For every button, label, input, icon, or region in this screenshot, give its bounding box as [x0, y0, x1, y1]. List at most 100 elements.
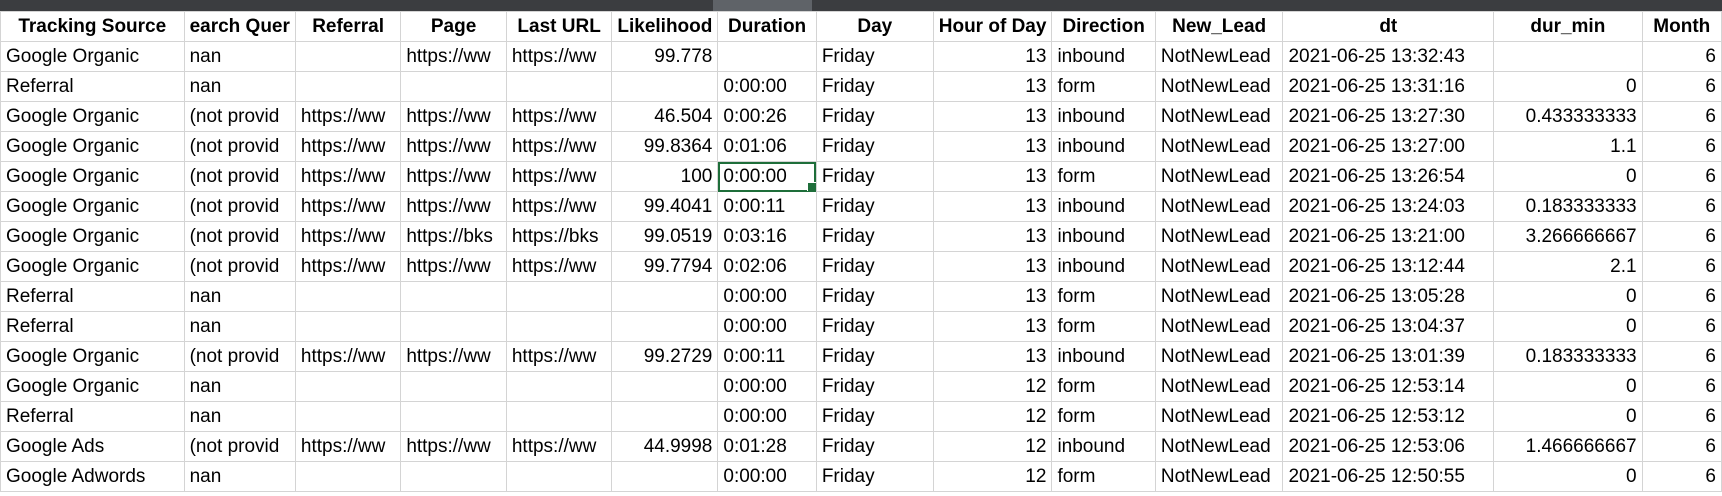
cell-dt[interactable]: 2021-06-25 12:53:14: [1282, 371, 1495, 402]
cell-direction[interactable]: form: [1051, 71, 1156, 102]
cell-dt[interactable]: 2021-06-25 13:32:43: [1282, 41, 1495, 72]
cell-page[interactable]: https://bks: [400, 221, 507, 252]
cell-duration[interactable]: 0:03:16: [717, 221, 817, 252]
cell-search-query[interactable]: nan: [183, 41, 296, 72]
cell-last-url[interactable]: https://ww: [505, 41, 613, 72]
cell-direction[interactable]: inbound: [1051, 251, 1156, 282]
cell-direction[interactable]: form: [1051, 461, 1156, 492]
cell-dt[interactable]: 2021-06-25 13:24:03: [1282, 191, 1495, 222]
cell-page[interactable]: [400, 371, 507, 402]
cell-likelihood[interactable]: 99.2729: [611, 341, 719, 372]
cell-likelihood[interactable]: 46.504: [611, 101, 719, 132]
cell-last-url[interactable]: [505, 71, 613, 102]
cell-new-lead[interactable]: NotNewLead: [1154, 41, 1284, 72]
cell-search-query[interactable]: nan: [183, 371, 296, 402]
cell-month[interactable]: 6: [1641, 41, 1722, 72]
cell-tracking-source[interactable]: Google Organic: [0, 41, 185, 72]
cell-hour-of-day[interactable]: 13: [932, 221, 1053, 252]
cell-search-query[interactable]: (not provid: [183, 341, 296, 372]
cell-dt[interactable]: 2021-06-25 12:53:06: [1282, 431, 1495, 462]
fill-handle[interactable]: [806, 182, 816, 191]
cell-referral[interactable]: [294, 401, 402, 432]
cell-duration[interactable]: 0:00:00: [717, 311, 817, 342]
cell-page[interactable]: [400, 281, 507, 312]
cell-day[interactable]: Friday: [815, 431, 934, 462]
cell-new-lead[interactable]: NotNewLead: [1154, 281, 1284, 312]
cell-dur-min[interactable]: 0: [1493, 401, 1643, 432]
cell-dur-min[interactable]: 0: [1493, 281, 1643, 312]
column-header-dt[interactable]: dt: [1282, 11, 1495, 42]
cell-tracking-source[interactable]: Google Organic: [0, 131, 185, 162]
cell-search-query[interactable]: nan: [183, 461, 296, 492]
cell-page[interactable]: https://ww: [400, 41, 507, 72]
cell-hour-of-day[interactable]: 12: [932, 401, 1053, 432]
cell-page[interactable]: [400, 461, 507, 492]
cell-duration[interactable]: 0:00:00: [717, 281, 817, 312]
cell-likelihood[interactable]: [611, 311, 719, 342]
cell-hour-of-day[interactable]: 13: [932, 131, 1053, 162]
cell-referral[interactable]: [294, 71, 402, 102]
cell-hour-of-day[interactable]: 12: [932, 371, 1053, 402]
cell-duration[interactable]: 0:00:11: [717, 191, 817, 222]
cell-last-url[interactable]: [505, 371, 613, 402]
cell-month[interactable]: 6: [1641, 311, 1722, 342]
cell-likelihood[interactable]: [611, 401, 719, 432]
cell-last-url[interactable]: https://ww: [505, 431, 613, 462]
cell-duration[interactable]: 0:00:00: [717, 461, 817, 492]
cell-referral[interactable]: https://ww: [294, 161, 402, 192]
cell-search-query[interactable]: (not provid: [183, 221, 296, 252]
cell-duration[interactable]: 0:00:00: [717, 371, 817, 402]
cell-new-lead[interactable]: NotNewLead: [1154, 251, 1284, 282]
cell-search-query[interactable]: nan: [183, 281, 296, 312]
cell-page[interactable]: https://ww: [400, 251, 507, 282]
cell-hour-of-day[interactable]: 13: [932, 101, 1053, 132]
cell-page[interactable]: https://ww: [400, 191, 507, 222]
cell-direction[interactable]: form: [1051, 371, 1156, 402]
column-header-page[interactable]: Page: [400, 11, 507, 42]
cell-tracking-source[interactable]: Google Organic: [0, 371, 185, 402]
cell-dur-min[interactable]: 1.1: [1493, 131, 1643, 162]
cell-last-url[interactable]: https://ww: [505, 101, 613, 132]
cell-month[interactable]: 6: [1641, 221, 1722, 252]
cell-likelihood[interactable]: 44.9998: [611, 431, 719, 462]
cell-tracking-source[interactable]: Google Organic: [0, 251, 185, 282]
cell-day[interactable]: Friday: [815, 41, 934, 72]
cell-likelihood[interactable]: [611, 371, 719, 402]
cell-referral[interactable]: https://ww: [294, 341, 402, 372]
column-header-direction[interactable]: Direction: [1051, 11, 1156, 42]
cell-direction[interactable]: form: [1051, 311, 1156, 342]
cell-dt[interactable]: 2021-06-25 13:21:00: [1282, 221, 1495, 252]
cell-new-lead[interactable]: NotNewLead: [1154, 71, 1284, 102]
cell-day[interactable]: Friday: [815, 131, 934, 162]
cell-last-url[interactable]: [505, 461, 613, 492]
cell-dt[interactable]: 2021-06-25 13:26:54: [1282, 161, 1495, 192]
cell-month[interactable]: 6: [1641, 341, 1722, 372]
cell-direction[interactable]: inbound: [1051, 101, 1156, 132]
cell-dt[interactable]: 2021-06-25 13:31:16: [1282, 71, 1495, 102]
cell-likelihood[interactable]: [611, 461, 719, 492]
cell-new-lead[interactable]: NotNewLead: [1154, 311, 1284, 342]
cell-likelihood[interactable]: [611, 281, 719, 312]
cell-new-lead[interactable]: NotNewLead: [1154, 221, 1284, 252]
column-header-tracking-source[interactable]: Tracking Source: [0, 11, 185, 42]
cell-referral[interactable]: https://ww: [294, 101, 402, 132]
cell-last-url[interactable]: https://ww: [505, 191, 613, 222]
cell-hour-of-day[interactable]: 12: [932, 461, 1053, 492]
cell-dur-min[interactable]: 0: [1493, 71, 1643, 102]
cell-dt[interactable]: 2021-06-25 13:12:44: [1282, 251, 1495, 282]
cell-search-query[interactable]: nan: [183, 401, 296, 432]
cell-direction[interactable]: form: [1051, 401, 1156, 432]
cell-day[interactable]: Friday: [815, 341, 934, 372]
cell-direction[interactable]: inbound: [1051, 341, 1156, 372]
cell-dt[interactable]: 2021-06-25 13:05:28: [1282, 281, 1495, 312]
cell-duration[interactable]: 0:00:11: [717, 341, 817, 372]
cell-tracking-source[interactable]: Referral: [0, 281, 185, 312]
column-header-likelihood[interactable]: Likelihood: [611, 11, 719, 42]
cell-month[interactable]: 6: [1641, 461, 1722, 492]
cell-day[interactable]: Friday: [815, 311, 934, 342]
cell-dur-min[interactable]: 2.1: [1493, 251, 1643, 282]
cell-month[interactable]: 6: [1641, 251, 1722, 282]
cell-likelihood[interactable]: 99.8364: [611, 131, 719, 162]
column-header-referral[interactable]: Referral: [294, 11, 402, 42]
cell-day[interactable]: Friday: [815, 161, 934, 192]
